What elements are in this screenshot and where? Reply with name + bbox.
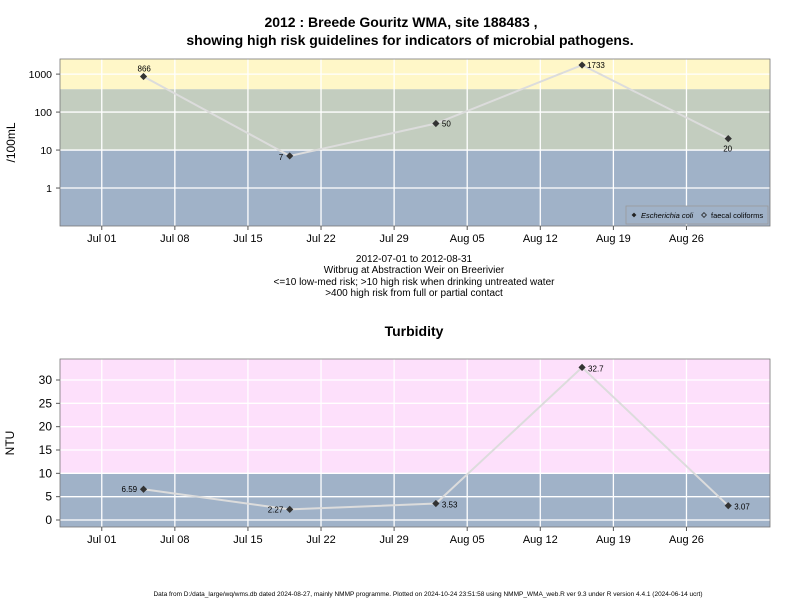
data-label: 1733 — [587, 61, 605, 70]
subtitle-line-1: 2012-07-01 to 2012-08-31 — [356, 254, 473, 265]
x-tick-label: Jul 15 — [233, 534, 262, 546]
x-tick-label: Aug 05 — [450, 534, 485, 546]
x-tick-label: Jul 08 — [160, 534, 189, 546]
data-label: 32.7 — [588, 364, 604, 373]
legend: Escherichia coli faecal coliforms — [625, 205, 769, 225]
y-axis-label: NTU — [3, 431, 17, 456]
data-label: 20 — [723, 145, 732, 154]
x-tick-label: Aug 19 — [596, 233, 631, 245]
x-tick-label: Aug 12 — [523, 534, 558, 546]
y-tick-label: 20 — [39, 420, 53, 434]
legend-label: Escherichia coli — [641, 211, 693, 220]
data-label: 6.59 — [122, 485, 138, 494]
y-tick-label: 1000 — [29, 69, 53, 81]
y-tick-label: 1 — [46, 183, 52, 195]
plot-frame — [59, 358, 771, 528]
x-tick-label: Jul 22 — [306, 233, 335, 245]
data-label: 7 — [279, 153, 284, 162]
legend-marker-filled-diamond — [631, 212, 637, 218]
chart-title-line-1: 2012 : Breede Gouritz WMA, site 188483 , — [264, 14, 537, 30]
x-tick-label: Jul 29 — [379, 534, 408, 546]
data-point — [578, 61, 586, 69]
data-label: 50 — [442, 120, 451, 129]
x-tick-label: Jul 29 — [379, 233, 408, 245]
plot-frame — [59, 58, 771, 227]
subtitle-line-2: Witbrug at Abstraction Weir on Breerivie… — [324, 265, 505, 276]
microbial-panel: Jul 01 Jul 08 Jul 15 Jul 22 Jul 29 Aug 05 Aug … — [4, 58, 771, 245]
x-tick-label: Jul 22 — [306, 534, 335, 546]
data-point — [286, 152, 294, 160]
x-tick-label: Aug 26 — [669, 534, 704, 546]
legend-label: faecal coliforms — [711, 211, 763, 220]
x-tick-label: Jul 08 — [160, 233, 189, 245]
risk-band-0 — [60, 359, 770, 474]
data-label: 3.07 — [734, 503, 750, 512]
y-tick-label: 25 — [39, 396, 53, 410]
x-tick-label: Jul 01 — [87, 534, 116, 546]
data-point — [432, 499, 440, 508]
turbidity-panel-title: Turbidity — [385, 323, 444, 339]
legend-box — [625, 205, 769, 225]
y-tick-label: 100 — [34, 107, 52, 119]
y-tick-label: 5 — [45, 490, 52, 504]
risk-band-1 — [60, 89, 770, 151]
x-tick-label: Aug 12 — [523, 233, 558, 245]
data-label: 2.27 — [268, 505, 284, 514]
data-point — [139, 72, 148, 81]
data-label: 3.53 — [442, 501, 458, 510]
data-label: 866 — [138, 64, 152, 73]
subtitle-line-3: <=10 low-med risk; >10 high risk when dr… — [274, 277, 556, 288]
data-point — [286, 505, 294, 514]
footer-note: Data from D:/data_large/wq/wms.db dated … — [153, 591, 702, 598]
turbidity-panel: Jul 01 Jul 08 Jul 15 Jul 22 Jul 29 Aug 05 Aug … — [3, 358, 771, 546]
y-tick-label: 10 — [39, 466, 53, 480]
data-point — [432, 119, 440, 128]
legend-marker-open-diamond — [701, 212, 707, 218]
x-tick-label: Jul 15 — [233, 233, 262, 245]
x-tick-label: Jul 01 — [87, 233, 116, 245]
data-point — [724, 502, 732, 510]
y-tick-label: 15 — [39, 443, 53, 457]
data-point — [139, 485, 148, 493]
data-point — [724, 135, 732, 143]
risk-band-1 — [60, 473, 770, 527]
y-tick-label: 30 — [39, 373, 53, 387]
subtitle-line-4: >400 high risk from full or partial cont… — [325, 288, 503, 299]
x-tick-label: Aug 19 — [596, 534, 631, 546]
chart-title-line-2: showing high risk guidelines for indicat… — [186, 32, 633, 48]
data-point — [578, 363, 586, 371]
y-tick-label: 10 — [40, 145, 52, 157]
x-tick-label: Aug 26 — [669, 233, 704, 245]
x-tick-label: Aug 05 — [450, 233, 485, 245]
y-tick-label: 0 — [45, 513, 52, 527]
y-axis-label: /100mL — [4, 122, 18, 162]
